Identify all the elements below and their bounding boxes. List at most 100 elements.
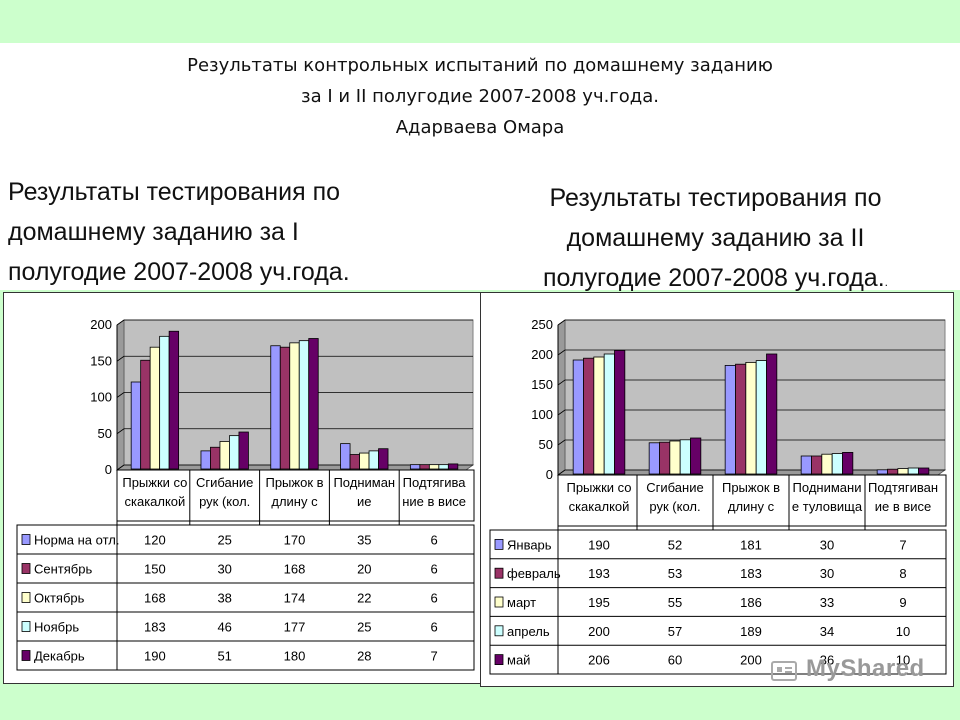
chart-2-bar bbox=[821, 453, 833, 475]
chart-1-legend-label: Сентябрь bbox=[34, 562, 92, 577]
chart-1-gridline-diag-100 bbox=[116, 392, 125, 398]
chart-2-bar bbox=[897, 468, 909, 475]
chart-2-data-label: 200 bbox=[740, 653, 762, 668]
chart-2-category-label: Поднимани bbox=[793, 480, 862, 495]
chart-2-bar bbox=[831, 453, 843, 475]
chart-2-bar bbox=[669, 440, 681, 475]
chart-1-bar bbox=[298, 340, 310, 470]
chart-2-category-label: Прыжки со bbox=[566, 480, 631, 495]
chart-2-data-label: 186 bbox=[740, 595, 762, 610]
chart-1-category-label: Подтягива bbox=[403, 475, 467, 490]
chart-1-bar bbox=[419, 464, 430, 470]
chart-2-bar bbox=[593, 356, 605, 475]
watermark-logo: MyShared bbox=[806, 655, 925, 682]
chart-2-side-wall bbox=[557, 319, 566, 476]
chart-2-data-label: 52 bbox=[668, 537, 682, 552]
chart-1-data-label: 6 bbox=[430, 533, 437, 548]
chart-2-bar bbox=[735, 363, 747, 475]
chart-2-gridline-diag-0 bbox=[557, 469, 566, 476]
chart-1-data-label: 150 bbox=[144, 562, 166, 577]
chart-1-bar bbox=[200, 450, 211, 470]
chart-2-data-label: 57 bbox=[668, 624, 682, 639]
chart-2-data-label: 195 bbox=[588, 595, 610, 610]
chart-1-bar bbox=[149, 346, 161, 470]
chart-1-data-label: 168 bbox=[284, 562, 306, 577]
chart-2-ytick-label: 0 bbox=[546, 467, 553, 482]
chart-2-subtitle-line-2: домашнему заданию за II bbox=[566, 224, 865, 252]
chart-2-gridline-diag-150 bbox=[557, 379, 566, 386]
chart-2-svg: 0 50 100 150 200 250 Прыжки со скакалкой Сгибани… bbox=[489, 317, 947, 675]
chart-1-subtitle: Результаты тестирования по домашнему зад… bbox=[8, 172, 468, 292]
chart-1-data-label: 22 bbox=[357, 591, 371, 606]
chart-1-bar bbox=[219, 441, 230, 470]
chart-1-bar bbox=[378, 448, 389, 470]
chart-2-legend-swatch bbox=[494, 596, 504, 608]
chart-2-bar bbox=[572, 359, 584, 475]
chart-2-category-label: Подтягиван bbox=[868, 480, 938, 495]
chart-1-category-label: рук (кол. bbox=[199, 494, 250, 509]
chart-1-data-label: 6 bbox=[430, 620, 437, 635]
chart-1-data-label: 38 bbox=[217, 591, 231, 606]
chart-2-bar bbox=[648, 442, 660, 475]
chart-2-data-label: 200 bbox=[588, 624, 610, 639]
chart-2-data-label: 9 bbox=[899, 595, 906, 610]
chart-2-data-label: 181 bbox=[740, 537, 762, 552]
chart-2-data-label: 8 bbox=[899, 566, 906, 581]
chart-1-ytick-label: 200 bbox=[90, 317, 112, 332]
chart-2-bar bbox=[745, 362, 757, 475]
chart-1-bar bbox=[368, 450, 379, 470]
chart-1-legend-label: Октябрь bbox=[34, 591, 85, 606]
chart-2-bar bbox=[659, 441, 671, 475]
chart-1-bar bbox=[409, 464, 421, 470]
chart-2-legend-label: май bbox=[507, 653, 530, 668]
chart-1-bar bbox=[130, 381, 142, 470]
chart-1-legend-swatch bbox=[21, 534, 31, 545]
chart-1-legend-label: Норма на отл. bbox=[34, 533, 119, 548]
chart-2-legend-swatch bbox=[494, 654, 504, 666]
chart-2-bar bbox=[690, 437, 702, 475]
chart-2-data-label: 189 bbox=[740, 624, 762, 639]
chart-1-bar bbox=[159, 335, 170, 470]
chart-2-legend-swatch bbox=[494, 538, 504, 550]
chart-1-bar bbox=[447, 463, 459, 470]
chart-1-data-label: 25 bbox=[217, 533, 231, 548]
chart-1-subtitle-line-2: домашнему заданию за I bbox=[8, 218, 299, 246]
chart-1-bar bbox=[308, 338, 319, 470]
chart-1-bar bbox=[438, 464, 449, 470]
chart-1-category-label: ние в висе bbox=[402, 494, 466, 509]
chart-1-category-label: Подниман bbox=[333, 475, 395, 490]
chart-1-category-label: Прыжок в bbox=[265, 475, 323, 490]
chart-1-gridline-diag-0 bbox=[116, 464, 125, 471]
slide-title-line-1: Результаты контрольных испытаний по дома… bbox=[187, 55, 773, 76]
chart-1-legend-swatch bbox=[21, 621, 31, 632]
chart-1-data-label: 46 bbox=[217, 620, 231, 635]
watermark-icon bbox=[771, 661, 797, 681]
chart-2-ytick-label: 200 bbox=[531, 347, 553, 362]
chart-1-data-label: 51 bbox=[217, 649, 231, 664]
chart-2-gridline-diag-250 bbox=[557, 319, 566, 326]
chart-2-data-label: 36 bbox=[820, 653, 834, 668]
chart-1-data-label: 177 bbox=[284, 620, 306, 635]
chart-2-category-label: Сгибание bbox=[646, 480, 703, 495]
chart-1-data-label: 174 bbox=[284, 591, 306, 606]
chart-2-bar bbox=[583, 357, 595, 475]
chart-2-data-label: 10 bbox=[896, 624, 910, 639]
chart-2-data-label: 60 bbox=[668, 653, 682, 668]
chart-2-legend-label: март bbox=[507, 595, 536, 610]
slide-title-line-3: Адарваева Омара bbox=[395, 117, 565, 138]
chart-1-legend-label: Ноябрь bbox=[34, 620, 79, 635]
chart-2-category-label: рук (кол. bbox=[649, 499, 700, 514]
chart-2-data-label: 53 bbox=[668, 566, 682, 581]
chart-2-bar bbox=[907, 467, 919, 475]
chart-1-ytick-label: 50 bbox=[98, 426, 112, 441]
chart-1-gridline-diag-50 bbox=[116, 428, 125, 435]
chart-1-category-label: Сгибание bbox=[196, 475, 253, 490]
chart-1-data-label: 170 bbox=[284, 533, 306, 548]
chart-2-bar bbox=[842, 451, 854, 475]
chart-2-subtitle-line-3-text: полугодие 2007-2008 уч.года. bbox=[543, 264, 885, 292]
chart-2-ytick-label: 100 bbox=[531, 407, 553, 422]
chart-1-subtitle-line-1: Результаты тестирования по bbox=[8, 178, 341, 206]
chart-1-gridline-diag-200 bbox=[116, 319, 125, 326]
chart-2-legend-swatch bbox=[494, 567, 504, 579]
chart-1-data-label: 30 bbox=[217, 562, 231, 577]
